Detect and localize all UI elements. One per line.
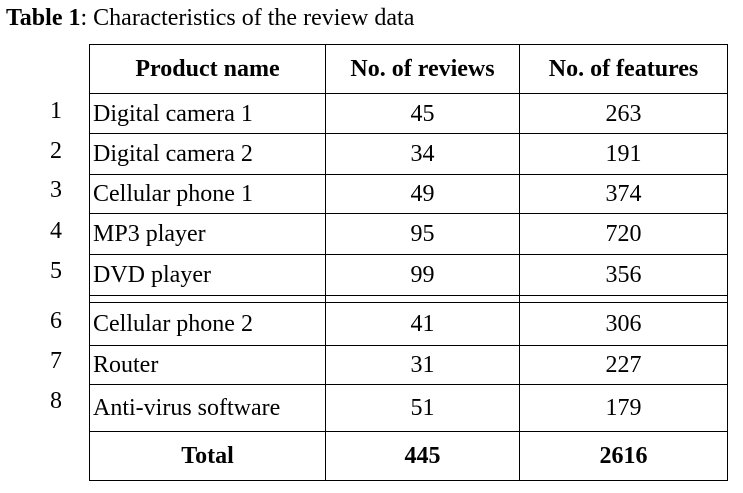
row-number: 7	[50, 348, 62, 374]
product-name-cell: Router	[89, 345, 326, 385]
row-number: 5	[50, 258, 62, 284]
table-row: Digital camera 2 34 191	[89, 133, 728, 175]
reviews-cell: 34	[325, 133, 520, 175]
header-features: No. of features	[519, 44, 728, 94]
table-row: Cellular phone 2 41 306	[89, 302, 728, 346]
separator-cell	[519, 295, 728, 303]
product-name-cell: Digital camera 2	[89, 133, 326, 175]
row-number: 8	[50, 388, 62, 414]
total-reviews-cell: 445	[325, 431, 520, 481]
row-number: 4	[50, 218, 62, 244]
table-row: Digital camera 1 45 263	[89, 93, 728, 134]
product-name-cell: Anti-virus software	[89, 384, 326, 432]
separator-row	[89, 295, 728, 303]
header-reviews: No. of reviews	[325, 44, 520, 94]
row-number: 6	[50, 308, 62, 334]
reviews-cell: 51	[325, 384, 520, 432]
features-cell: 306	[519, 302, 728, 346]
reviews-cell: 99	[325, 254, 520, 296]
features-cell: 720	[519, 213, 728, 255]
reviews-cell: 45	[325, 93, 520, 134]
reviews-cell: 49	[325, 174, 520, 214]
reviews-cell: 31	[325, 345, 520, 385]
features-cell: 191	[519, 133, 728, 175]
reviews-cell: 41	[325, 302, 520, 346]
table-caption-text: : Characteristics of the review data	[80, 5, 415, 31]
features-cell: 356	[519, 254, 728, 296]
table-row: Router 31 227	[89, 345, 728, 385]
reviews-cell: 95	[325, 213, 520, 255]
product-name-cell: Cellular phone 2	[89, 302, 326, 346]
total-features-cell: 2616	[519, 431, 728, 481]
product-name-cell: Digital camera 1	[89, 93, 326, 134]
features-cell: 179	[519, 384, 728, 432]
product-name-cell: MP3 player	[89, 213, 326, 255]
row-number: 1	[50, 98, 62, 124]
features-cell: 227	[519, 345, 728, 385]
table-caption: Table 1: Characteristics of the review d…	[6, 3, 414, 33]
total-label-cell: Total	[89, 431, 326, 481]
total-row: Total 445 2616	[89, 431, 728, 481]
separator-cell	[89, 295, 326, 303]
features-cell: 263	[519, 93, 728, 134]
row-number: 3	[50, 177, 62, 203]
row-number: 2	[50, 138, 62, 164]
table-caption-label: Table 1	[6, 5, 81, 31]
header-row: Product name No. of reviews No. of featu…	[89, 44, 728, 94]
separator-cell	[325, 295, 520, 303]
features-cell: 374	[519, 174, 728, 214]
header-product-name: Product name	[89, 44, 326, 94]
table-row: MP3 player 95 720	[89, 213, 728, 255]
table-row: Anti-virus software 51 179	[89, 384, 728, 432]
table-row: DVD player 99 356	[89, 254, 728, 296]
product-name-cell: Cellular phone 1	[89, 174, 326, 214]
review-data-table: Product name No. of reviews No. of featu…	[89, 44, 728, 481]
product-name-cell: DVD player	[89, 254, 326, 296]
table-row: Cellular phone 1 49 374	[89, 174, 728, 214]
